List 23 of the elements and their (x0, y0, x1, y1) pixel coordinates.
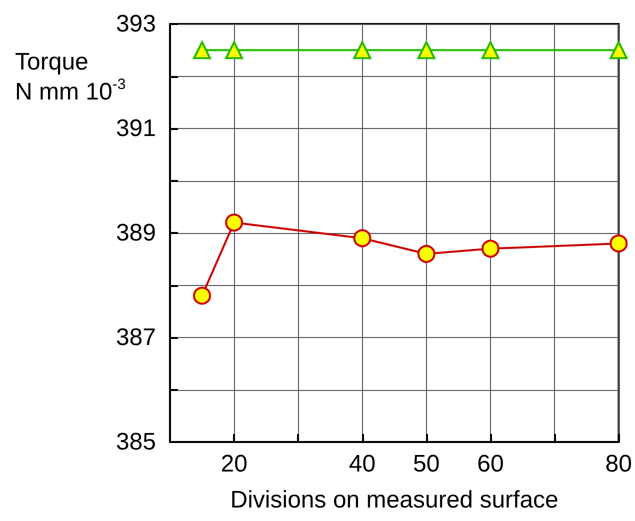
point (193, 286, 212, 305)
point (481, 41, 500, 60)
point (610, 234, 628, 252)
point (417, 41, 436, 60)
x-tick-label: 50 (413, 450, 440, 478)
y-tick-label: 393 (116, 10, 156, 38)
x-tick-label: 60 (477, 450, 504, 478)
y-tick-label: 391 (116, 115, 156, 142)
point (610, 41, 628, 60)
point (353, 41, 372, 60)
point (225, 214, 244, 232)
x-tick-label: 20 (220, 450, 248, 478)
y-tick-label: 389 (116, 220, 156, 246)
point (417, 244, 436, 263)
point (193, 41, 212, 60)
point (225, 41, 244, 60)
y-tick-label: 387 (116, 324, 156, 351)
point (353, 229, 372, 248)
y-tick-label: 385 (116, 428, 156, 456)
x-tick-label: 40 (348, 450, 376, 478)
x-axis-title: Divisions on measured surface (230, 486, 558, 514)
point (481, 240, 500, 258)
x-tick-label: 80 (605, 450, 632, 478)
